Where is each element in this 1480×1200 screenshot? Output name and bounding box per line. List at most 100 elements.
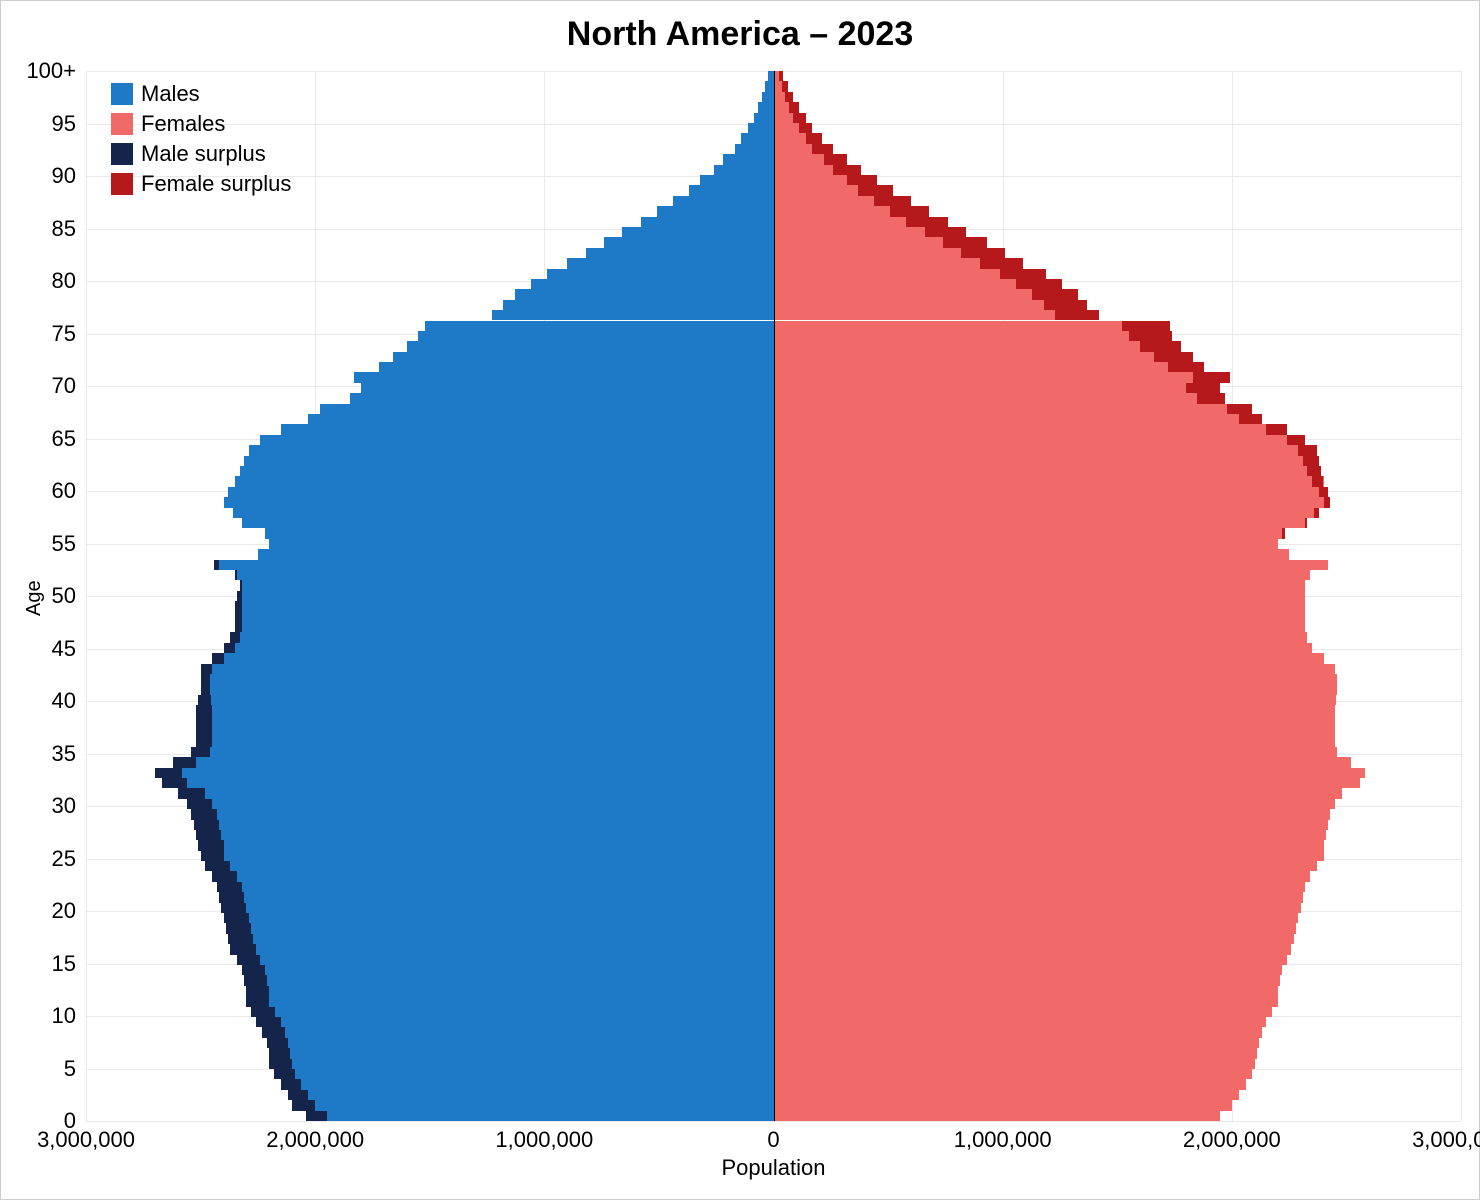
- y-tick-label: 45: [52, 636, 76, 662]
- male-surplus-bar: [246, 996, 269, 1006]
- male-bar: [237, 591, 773, 601]
- male-bar: [723, 154, 773, 164]
- male-surplus-bar: [240, 580, 242, 590]
- female-surplus-bar: [1314, 508, 1319, 518]
- female-surplus-bar: [980, 258, 1024, 268]
- female-bar: [774, 414, 1262, 424]
- male-surplus-bar: [228, 934, 253, 944]
- male-bar: [758, 102, 773, 112]
- female-bar: [774, 726, 1335, 736]
- female-surplus-bar: [1239, 414, 1262, 424]
- male-bar: [224, 913, 774, 923]
- female-bar: [774, 1079, 1246, 1089]
- male-bar: [622, 227, 773, 237]
- female-surplus-bar: [1168, 362, 1205, 372]
- x-tick-label: 1,000,000: [495, 1127, 593, 1153]
- female-bar: [774, 1038, 1260, 1048]
- male-surplus-bar: [187, 799, 212, 809]
- male-bar: [212, 653, 773, 663]
- female-surplus-bar: [1287, 435, 1305, 445]
- male-surplus-bar: [262, 1027, 285, 1037]
- female-bar: [774, 632, 1308, 642]
- male-bar: [162, 778, 774, 788]
- male-bar: [308, 414, 773, 424]
- male-surplus-bar: [288, 1090, 309, 1100]
- female-bar: [774, 1007, 1272, 1017]
- male-surplus-bar: [221, 903, 246, 913]
- male-surplus-bar: [198, 840, 223, 850]
- female-bar: [774, 487, 1329, 497]
- y-tick-label: 55: [52, 531, 76, 557]
- male-bar: [246, 986, 773, 996]
- chart-title: North America – 2023: [1, 15, 1479, 54]
- female-bar: [774, 341, 1182, 351]
- male-surplus-bar: [196, 705, 212, 715]
- female-bar: [774, 986, 1278, 996]
- male-bar: [425, 321, 773, 331]
- legend-label: Females: [141, 111, 225, 137]
- y-axis-title: Age: [23, 580, 46, 616]
- male-surplus-bar: [212, 653, 223, 663]
- y-tick-label: 85: [52, 216, 76, 242]
- male-surplus-bar: [246, 986, 269, 996]
- male-surplus-bar: [226, 923, 251, 933]
- male-bar: [244, 456, 773, 466]
- female-bar: [774, 528, 1285, 538]
- female-surplus-bar: [1303, 456, 1319, 466]
- male-surplus-bar: [196, 716, 212, 726]
- female-bar: [774, 549, 1290, 559]
- male-surplus-bar: [214, 560, 219, 570]
- male-bar: [191, 747, 773, 757]
- female-bar: [774, 903, 1301, 913]
- female-bar: [774, 300, 1088, 310]
- female-surplus-bar: [1266, 424, 1287, 434]
- female-bar: [774, 601, 1306, 611]
- female-bar: [774, 747, 1338, 757]
- female-surplus-bar: [1197, 393, 1225, 403]
- male-surplus-bar: [237, 955, 260, 965]
- male-bar: [196, 830, 774, 840]
- male-bar: [198, 695, 773, 705]
- legend-item: Females: [111, 111, 291, 137]
- male-bar: [274, 1069, 774, 1079]
- female-surplus-bar: [1044, 300, 1088, 310]
- female-bar: [774, 393, 1225, 403]
- female-bar: [774, 466, 1322, 476]
- male-surplus-bar: [217, 882, 242, 892]
- male-bar: [230, 632, 773, 642]
- female-bar: [774, 435, 1306, 445]
- male-bar: [205, 861, 773, 871]
- female-bar: [774, 1059, 1255, 1069]
- male-bar: [269, 1059, 773, 1069]
- male-bar: [379, 362, 773, 372]
- male-bar: [173, 757, 773, 767]
- chart-frame: North America – 2023 MalesFemalesMale sur…: [0, 0, 1480, 1200]
- male-surplus-bar: [224, 913, 249, 923]
- legend: MalesFemalesMale surplusFemale surplus: [111, 81, 291, 201]
- male-surplus-bar: [194, 820, 219, 830]
- x-tick-label: 2,000,000: [1183, 1127, 1281, 1153]
- female-bar: [774, 716, 1335, 726]
- female-bar: [774, 643, 1313, 653]
- female-bar: [774, 310, 1099, 320]
- female-bar: [774, 518, 1308, 528]
- legend-item: Female surplus: [111, 171, 291, 197]
- y-tick-label: 35: [52, 741, 76, 767]
- female-bar: [774, 653, 1324, 663]
- male-surplus-bar: [244, 975, 267, 985]
- male-bar: [194, 820, 774, 830]
- male-bar: [230, 944, 773, 954]
- male-bar: [288, 1090, 774, 1100]
- male-surplus-bar: [256, 1017, 281, 1027]
- x-tick-label: 0: [767, 1127, 779, 1153]
- male-bar: [178, 788, 774, 798]
- female-surplus-bar: [890, 206, 929, 216]
- center-axis-line: [774, 71, 775, 1121]
- female-bar: [774, 664, 1335, 674]
- male-surplus-bar: [201, 674, 210, 684]
- female-surplus-bar: [1140, 341, 1181, 351]
- female-surplus-bar: [789, 102, 799, 112]
- male-bar: [235, 476, 774, 486]
- female-bar: [774, 695, 1337, 705]
- female-surplus-bar: [906, 217, 947, 227]
